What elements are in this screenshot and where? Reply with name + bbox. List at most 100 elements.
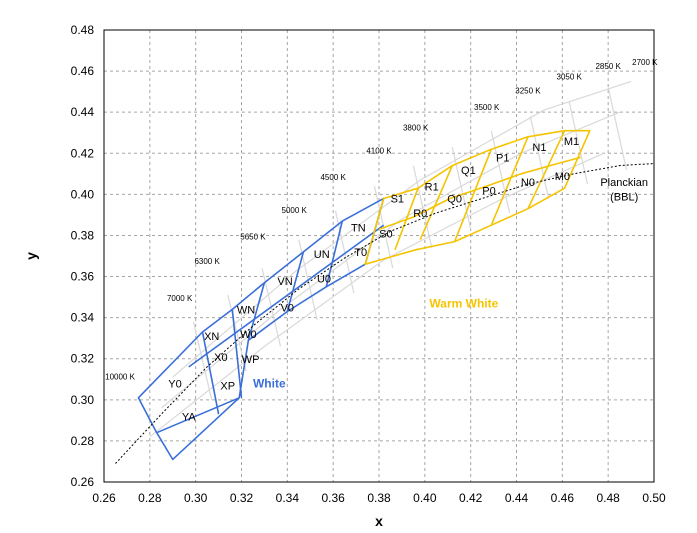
- ansi-grid-line: [192, 321, 213, 400]
- ansi-grid-line: [149, 152, 604, 438]
- planckian-curve: [115, 163, 655, 464]
- y-tick-label: 0.26: [71, 475, 95, 489]
- y-tick-label: 0.42: [71, 146, 95, 160]
- bin-label: R1: [425, 181, 439, 193]
- y-tick-label: 0.38: [71, 228, 95, 242]
- x-tick-label: 0.26: [92, 491, 116, 505]
- warm-white-bin-divider: [527, 130, 566, 210]
- planckian-annotation: Planckian: [600, 177, 648, 189]
- y-tick-label: 0.28: [71, 434, 95, 448]
- x-tick-label: 0.46: [551, 491, 575, 505]
- x-tick-label: 0.28: [138, 491, 162, 505]
- ansi-grid-line: [412, 165, 433, 248]
- x-tick-label: 0.50: [642, 491, 666, 505]
- bin-label: M1: [564, 136, 579, 148]
- bin-regions: [137, 129, 591, 461]
- planckian-locus: [115, 163, 655, 464]
- y-tick-label: 0.34: [71, 311, 95, 325]
- y-tick-label: 0.30: [71, 393, 95, 407]
- cct-label: 2850 K: [595, 62, 621, 71]
- x-tick-label: 0.32: [230, 491, 254, 505]
- y-tick-label: 0.36: [71, 270, 95, 284]
- x-tick-label: 0.40: [413, 491, 437, 505]
- y-axis-title: y: [23, 252, 39, 260]
- ansi-grid-line: [529, 116, 550, 199]
- y-tick-label: 0.32: [71, 352, 95, 366]
- bin-label: N1: [532, 142, 546, 154]
- warm-white-bin-divider: [419, 165, 454, 240]
- y-axis-ticks: 0.26 0.28 0.30 0.32 0.34 0.36 0.38 0.40 0.42 0.44…: [71, 23, 95, 489]
- cct-label: 3050 K: [557, 72, 583, 81]
- white-bin-divider: [156, 397, 240, 434]
- white-bin-divider: [247, 282, 266, 341]
- white-bin-divider: [286, 251, 305, 312]
- white-bin-divider: [201, 331, 220, 415]
- bin-label: XP: [220, 381, 235, 393]
- bin-label: N0: [521, 177, 535, 189]
- cct-label: 5650 K: [240, 233, 266, 242]
- group-label: White: [253, 376, 286, 390]
- ansi-grid-line: [568, 101, 589, 185]
- x-axis-title: x: [375, 513, 383, 529]
- x-tick-label: 0.36: [321, 491, 345, 505]
- bin-label: UN: [314, 249, 330, 261]
- x-tick-label: 0.34: [276, 491, 300, 505]
- white-bin-divider: [231, 309, 243, 398]
- bin-label: X0: [214, 352, 227, 364]
- bin-label: Y0: [168, 378, 181, 390]
- x-tick-label: 0.30: [184, 491, 208, 505]
- bin-label: S1: [391, 194, 404, 206]
- group-label: Warm White: [429, 296, 498, 310]
- ansi-grid-line: [227, 294, 247, 372]
- cct-label: 4500 K: [320, 173, 346, 182]
- ansi-grid-line: [451, 146, 472, 230]
- warm-white-bin-divider: [453, 148, 493, 242]
- ansi-grid-line: [607, 87, 628, 170]
- bin-label: YA: [182, 411, 197, 423]
- warm-white-bin-divider: [490, 136, 529, 226]
- bin-label: WP: [242, 354, 260, 366]
- cct-label: 2700 K: [632, 58, 658, 67]
- white-bin-divider: [188, 224, 385, 368]
- bin-label: WN: [237, 305, 255, 317]
- y-tick-label: 0.40: [71, 187, 95, 201]
- ansi-grid-line: [490, 130, 511, 214]
- cct-label: 5000 K: [282, 206, 308, 215]
- x-tick-label: 0.48: [596, 491, 620, 505]
- cct-label: 3800 K: [403, 124, 429, 133]
- bin-label: U0: [317, 274, 331, 286]
- ansi-grid-line: [172, 80, 632, 378]
- bin-label: V0: [281, 302, 294, 314]
- bin-label: TN: [351, 222, 366, 234]
- y-tick-label: 0.48: [71, 23, 95, 37]
- bin-label: P0: [482, 185, 495, 197]
- ansi-grid-line: [160, 111, 620, 409]
- cct-label: 3500 K: [474, 103, 500, 112]
- cct-label: 3250 K: [515, 87, 541, 96]
- cct-label: 10000 K: [105, 372, 135, 381]
- plot-area-border: [103, 29, 655, 483]
- bin-label: XN: [204, 331, 219, 343]
- bin-label: S0: [379, 229, 392, 241]
- x-tick-label: 0.44: [505, 491, 529, 505]
- warm-white-bin-divider: [378, 156, 581, 231]
- bin-label: VN: [277, 276, 292, 288]
- bin-label: Q0: [447, 194, 462, 206]
- cct-label: 7000 K: [167, 294, 193, 303]
- bin-label: P1: [496, 152, 509, 164]
- cct-label: 4100 K: [366, 146, 392, 155]
- bin-label: M0: [555, 171, 570, 183]
- bin-label: W0: [240, 329, 257, 341]
- planckian-annotation: (BBL): [610, 192, 638, 204]
- x-axis-ticks: 0.26 0.28 0.30 0.32 0.34 0.36 0.38 0.40 0.42 0.44…: [92, 491, 666, 505]
- cct-label: 6300 K: [194, 257, 220, 266]
- white-bin-divider: [325, 220, 344, 287]
- x-tick-label: 0.38: [367, 491, 391, 505]
- warm-white-bin-outline: [364, 129, 591, 266]
- chart-labels: 10000 K 7000 K 6300 K 5650 K 5000 K 4500 K 410…: [105, 58, 658, 423]
- y-tick-label: 0.46: [71, 64, 95, 78]
- y-tick-label: 0.44: [71, 105, 95, 119]
- bin-label: Q1: [461, 165, 476, 177]
- bin-label: T0: [354, 247, 367, 259]
